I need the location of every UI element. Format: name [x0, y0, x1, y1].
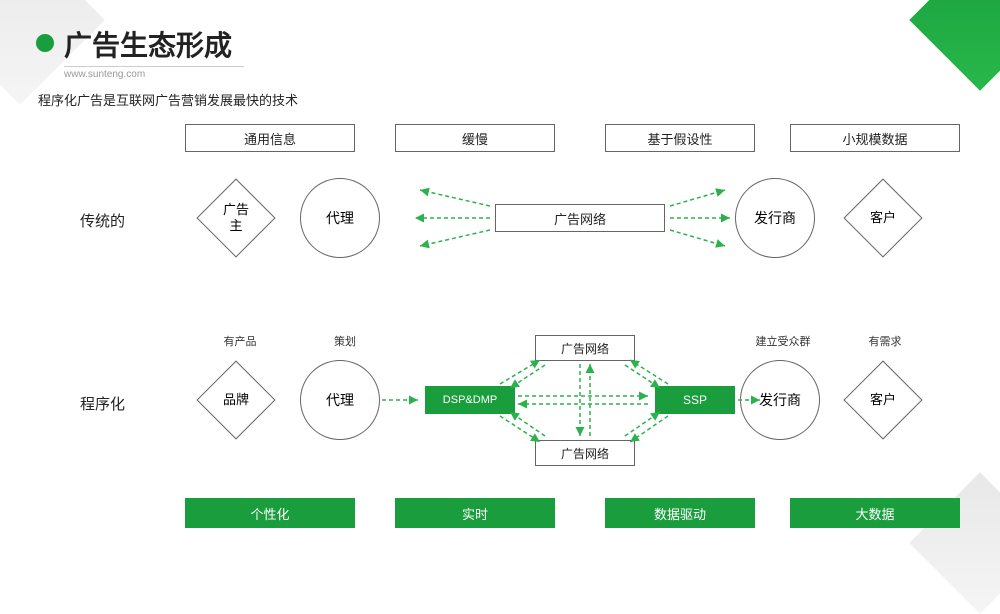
row1-publisher-label: 发行商	[754, 208, 796, 228]
top-box-3: 基于假设性	[605, 124, 755, 152]
row2-ssp-box: SSP	[655, 386, 735, 414]
top-box-4: 小规模数据	[790, 124, 960, 152]
row2-customer-diamond: 客户	[855, 372, 911, 428]
row2-network-bottom-box: 广告网络	[535, 440, 635, 466]
top-box-2: 缓慢	[395, 124, 555, 152]
row2-customer-caption: 有需求	[860, 333, 910, 349]
row2-publisher-label: 发行商	[759, 390, 801, 410]
row2-publisher-circle: 发行商	[740, 360, 820, 440]
arrows-layer	[0, 0, 1000, 563]
row1-label: 传统的	[80, 210, 125, 231]
bottom-box-3: 数据驱动	[605, 498, 755, 528]
row1-advertiser-diamond: 广告 主	[208, 190, 264, 246]
row1-agency-label: 代理	[326, 208, 354, 228]
row2-label: 程序化	[80, 393, 125, 414]
row1-network-box: 广告网络	[495, 204, 665, 232]
diagram-stage: 通用信息 缓慢 基于假设性 小规模数据 传统的 广告 主 代理 广告网络 发行商…	[0, 0, 1000, 563]
row2-dspdmp-box: DSP&DMP	[425, 386, 515, 414]
row1-advertiser-label: 广告 主	[223, 202, 249, 233]
row2-brand-label: 品牌	[223, 392, 249, 408]
row2-network-top-box: 广告网络	[535, 335, 635, 361]
row2-customer-label: 客户	[870, 392, 896, 408]
row2-agency-label: 代理	[326, 390, 354, 410]
row1-agency-circle: 代理	[300, 178, 380, 258]
bottom-box-1: 个性化	[185, 498, 355, 528]
row2-publisher-caption: 建立受众群	[748, 333, 818, 349]
bottom-box-2: 实时	[395, 498, 555, 528]
row2-brand-caption: 有产品	[215, 333, 265, 349]
row1-customer-label: 客户	[870, 210, 896, 226]
row2-agency-caption: 策划	[320, 333, 370, 349]
bottom-box-4: 大数据	[790, 498, 960, 528]
top-box-1: 通用信息	[185, 124, 355, 152]
row1-publisher-circle: 发行商	[735, 178, 815, 258]
row1-customer-diamond: 客户	[855, 190, 911, 246]
row2-brand-diamond: 品牌	[208, 372, 264, 428]
row2-agency-circle: 代理	[300, 360, 380, 440]
